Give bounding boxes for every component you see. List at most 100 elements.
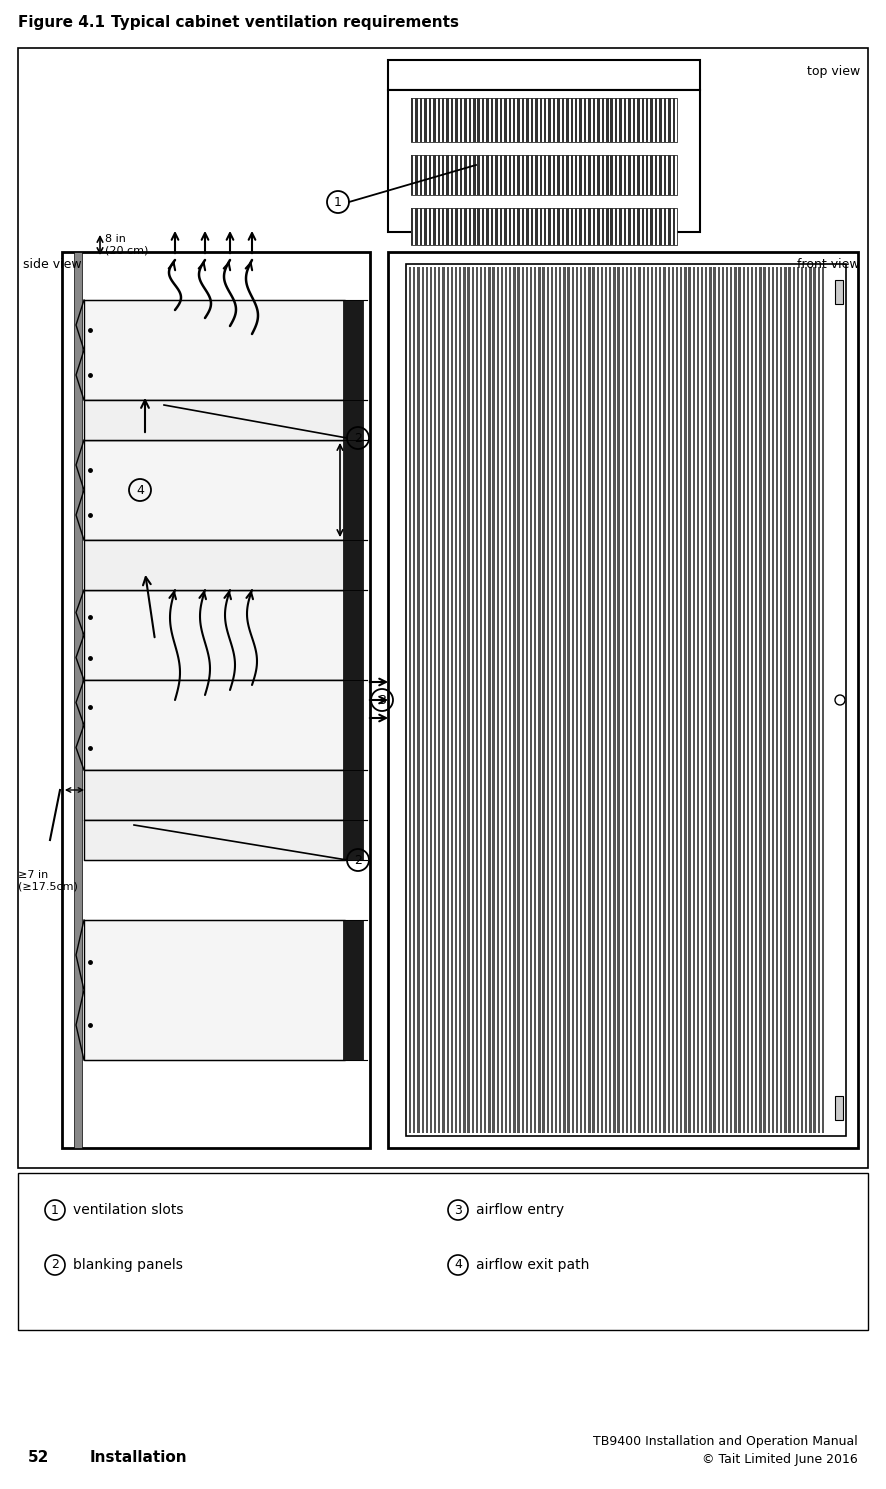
Bar [650,208,653,246]
Bar [776,267,778,1133]
Bar [491,208,494,246]
Bar [555,267,557,1133]
Bar [618,267,620,1133]
Bar [559,267,562,1133]
Bar [672,267,674,1133]
Text: 3: 3 [454,1203,462,1217]
Bar [343,920,363,1060]
Bar [464,155,467,195]
Bar [676,267,678,1133]
Bar [539,267,540,1133]
Text: Typical cabinet ventilation requirements: Typical cabinet ventilation requirements [90,15,459,30]
Bar [637,155,640,195]
Bar [584,98,587,141]
Bar [613,267,616,1133]
Bar [84,401,345,441]
Bar [442,155,445,195]
Bar [438,208,440,246]
Bar [517,208,520,246]
Text: 2: 2 [354,432,362,445]
Bar [451,267,453,1133]
Bar [463,267,465,1133]
Bar [641,155,644,195]
Bar [576,267,578,1133]
Bar [789,267,791,1133]
Text: top view: top view [807,66,860,79]
Bar [764,267,766,1133]
Bar [442,267,445,1133]
Bar [606,208,609,246]
Bar [610,155,613,195]
Bar [482,155,485,195]
Bar [531,98,533,141]
Bar [633,98,635,141]
Bar [693,267,695,1133]
Bar [473,155,476,195]
Bar [493,267,494,1133]
Bar [747,267,749,1133]
Bar [626,267,628,1133]
Bar [664,208,666,246]
Bar [464,98,467,141]
Bar [571,155,573,195]
Bar [469,98,471,141]
Bar [495,98,498,141]
Bar [478,98,480,141]
Bar [672,98,675,141]
Bar [571,98,573,141]
Bar [74,252,82,1148]
Bar [544,98,547,141]
Text: TB9400 Installation and Operation Manual
© Tait Limited June 2016: TB9400 Installation and Operation Manual… [594,1434,858,1465]
Bar [504,155,507,195]
Bar [486,98,489,141]
Bar [705,267,707,1133]
Bar [522,155,525,195]
Bar [642,267,645,1133]
Text: 52: 52 [28,1450,50,1465]
Bar [505,267,507,1133]
Text: Figure 4.1: Figure 4.1 [18,15,105,30]
Bar [540,98,542,141]
Bar [420,155,423,195]
Bar [610,208,613,246]
Bar [667,267,670,1133]
Bar [624,208,626,246]
Bar [455,208,458,246]
Bar [668,208,671,246]
Bar [447,208,449,246]
Bar [343,820,363,861]
Bar [451,208,454,246]
Bar [500,98,502,141]
Bar [567,267,570,1133]
Bar [547,267,549,1133]
Bar [628,208,631,246]
Bar [835,1096,843,1120]
Text: blanking panels: blanking panels [73,1258,183,1272]
Bar [343,299,363,401]
Bar [513,155,516,195]
Bar [488,267,491,1133]
Bar [409,267,411,1133]
Bar [767,267,770,1133]
Bar [420,98,423,141]
Text: 3: 3 [378,694,386,706]
Bar [684,267,687,1133]
Bar [651,267,653,1133]
Bar [659,208,662,246]
Bar [664,98,666,141]
Bar [425,267,428,1133]
Bar [455,155,458,195]
Bar [526,98,529,141]
Bar [610,98,613,141]
Text: side view: side view [23,258,82,271]
Text: 4: 4 [136,484,144,496]
Bar [557,155,560,195]
Bar [540,155,542,195]
Bar [772,267,774,1133]
Bar [413,267,416,1133]
Bar [797,267,799,1133]
Bar [606,155,609,195]
Bar [637,98,640,141]
Bar [473,98,476,141]
Bar [701,267,703,1133]
